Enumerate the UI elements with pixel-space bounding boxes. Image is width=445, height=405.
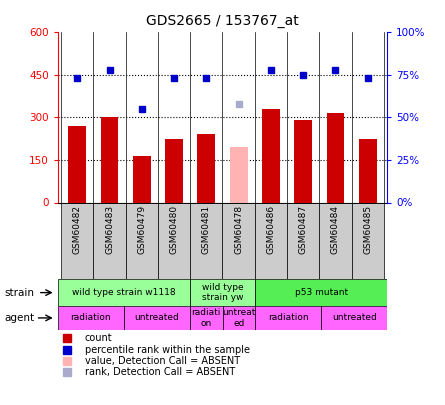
Bar (190, 202, 222, 279)
Text: untreated: untreated (134, 313, 179, 322)
Text: strain: strain (4, 288, 34, 298)
Bar (133, 156, 151, 202)
Text: GSM60487: GSM60487 (299, 205, 307, 254)
Text: GSM60484: GSM60484 (331, 205, 340, 254)
Text: radiati
on: radiati on (191, 308, 221, 328)
Text: wild type strain w1118: wild type strain w1118 (72, 288, 175, 297)
Text: agent: agent (4, 313, 35, 323)
Bar (255, 202, 287, 279)
Text: untreated: untreated (332, 313, 376, 322)
Text: GSM60478: GSM60478 (234, 205, 243, 254)
Text: GDS2665 / 153767_at: GDS2665 / 153767_at (146, 14, 299, 28)
Bar (255, 306, 321, 330)
Bar (359, 139, 376, 202)
Bar (320, 202, 352, 279)
Bar (61, 202, 93, 279)
Bar (327, 113, 344, 202)
Text: GSM60486: GSM60486 (267, 205, 275, 254)
Bar (230, 147, 247, 202)
Bar (93, 202, 125, 279)
Bar (287, 202, 320, 279)
Bar (190, 279, 255, 306)
Bar (101, 117, 118, 202)
Bar (58, 306, 124, 330)
Bar (222, 306, 255, 330)
Bar (165, 139, 183, 202)
Text: radiation: radiation (70, 313, 111, 322)
Bar (262, 109, 280, 202)
Text: p53 mutant: p53 mutant (295, 288, 348, 297)
Text: GSM60479: GSM60479 (138, 205, 146, 254)
Bar (69, 126, 86, 202)
Bar (124, 306, 190, 330)
Text: GSM60481: GSM60481 (202, 205, 211, 254)
Text: GSM60483: GSM60483 (105, 205, 114, 254)
Text: GSM60485: GSM60485 (363, 205, 372, 254)
Text: untreat
ed: untreat ed (222, 308, 255, 328)
Bar (125, 202, 158, 279)
Text: wild type
strain yw: wild type strain yw (202, 283, 243, 302)
Bar (198, 134, 215, 202)
Text: rank, Detection Call = ABSENT: rank, Detection Call = ABSENT (85, 367, 235, 377)
Text: value, Detection Call = ABSENT: value, Detection Call = ABSENT (85, 356, 240, 366)
Bar (222, 202, 255, 279)
Bar (190, 306, 222, 330)
Bar (255, 279, 387, 306)
Text: GSM60480: GSM60480 (170, 205, 178, 254)
Text: percentile rank within the sample: percentile rank within the sample (85, 345, 250, 354)
Bar (58, 279, 190, 306)
Bar (321, 306, 387, 330)
Text: radiation: radiation (268, 313, 309, 322)
Bar (294, 120, 312, 202)
Text: GSM60482: GSM60482 (73, 205, 82, 254)
Bar (352, 202, 384, 279)
Text: count: count (85, 333, 112, 343)
Bar (158, 202, 190, 279)
